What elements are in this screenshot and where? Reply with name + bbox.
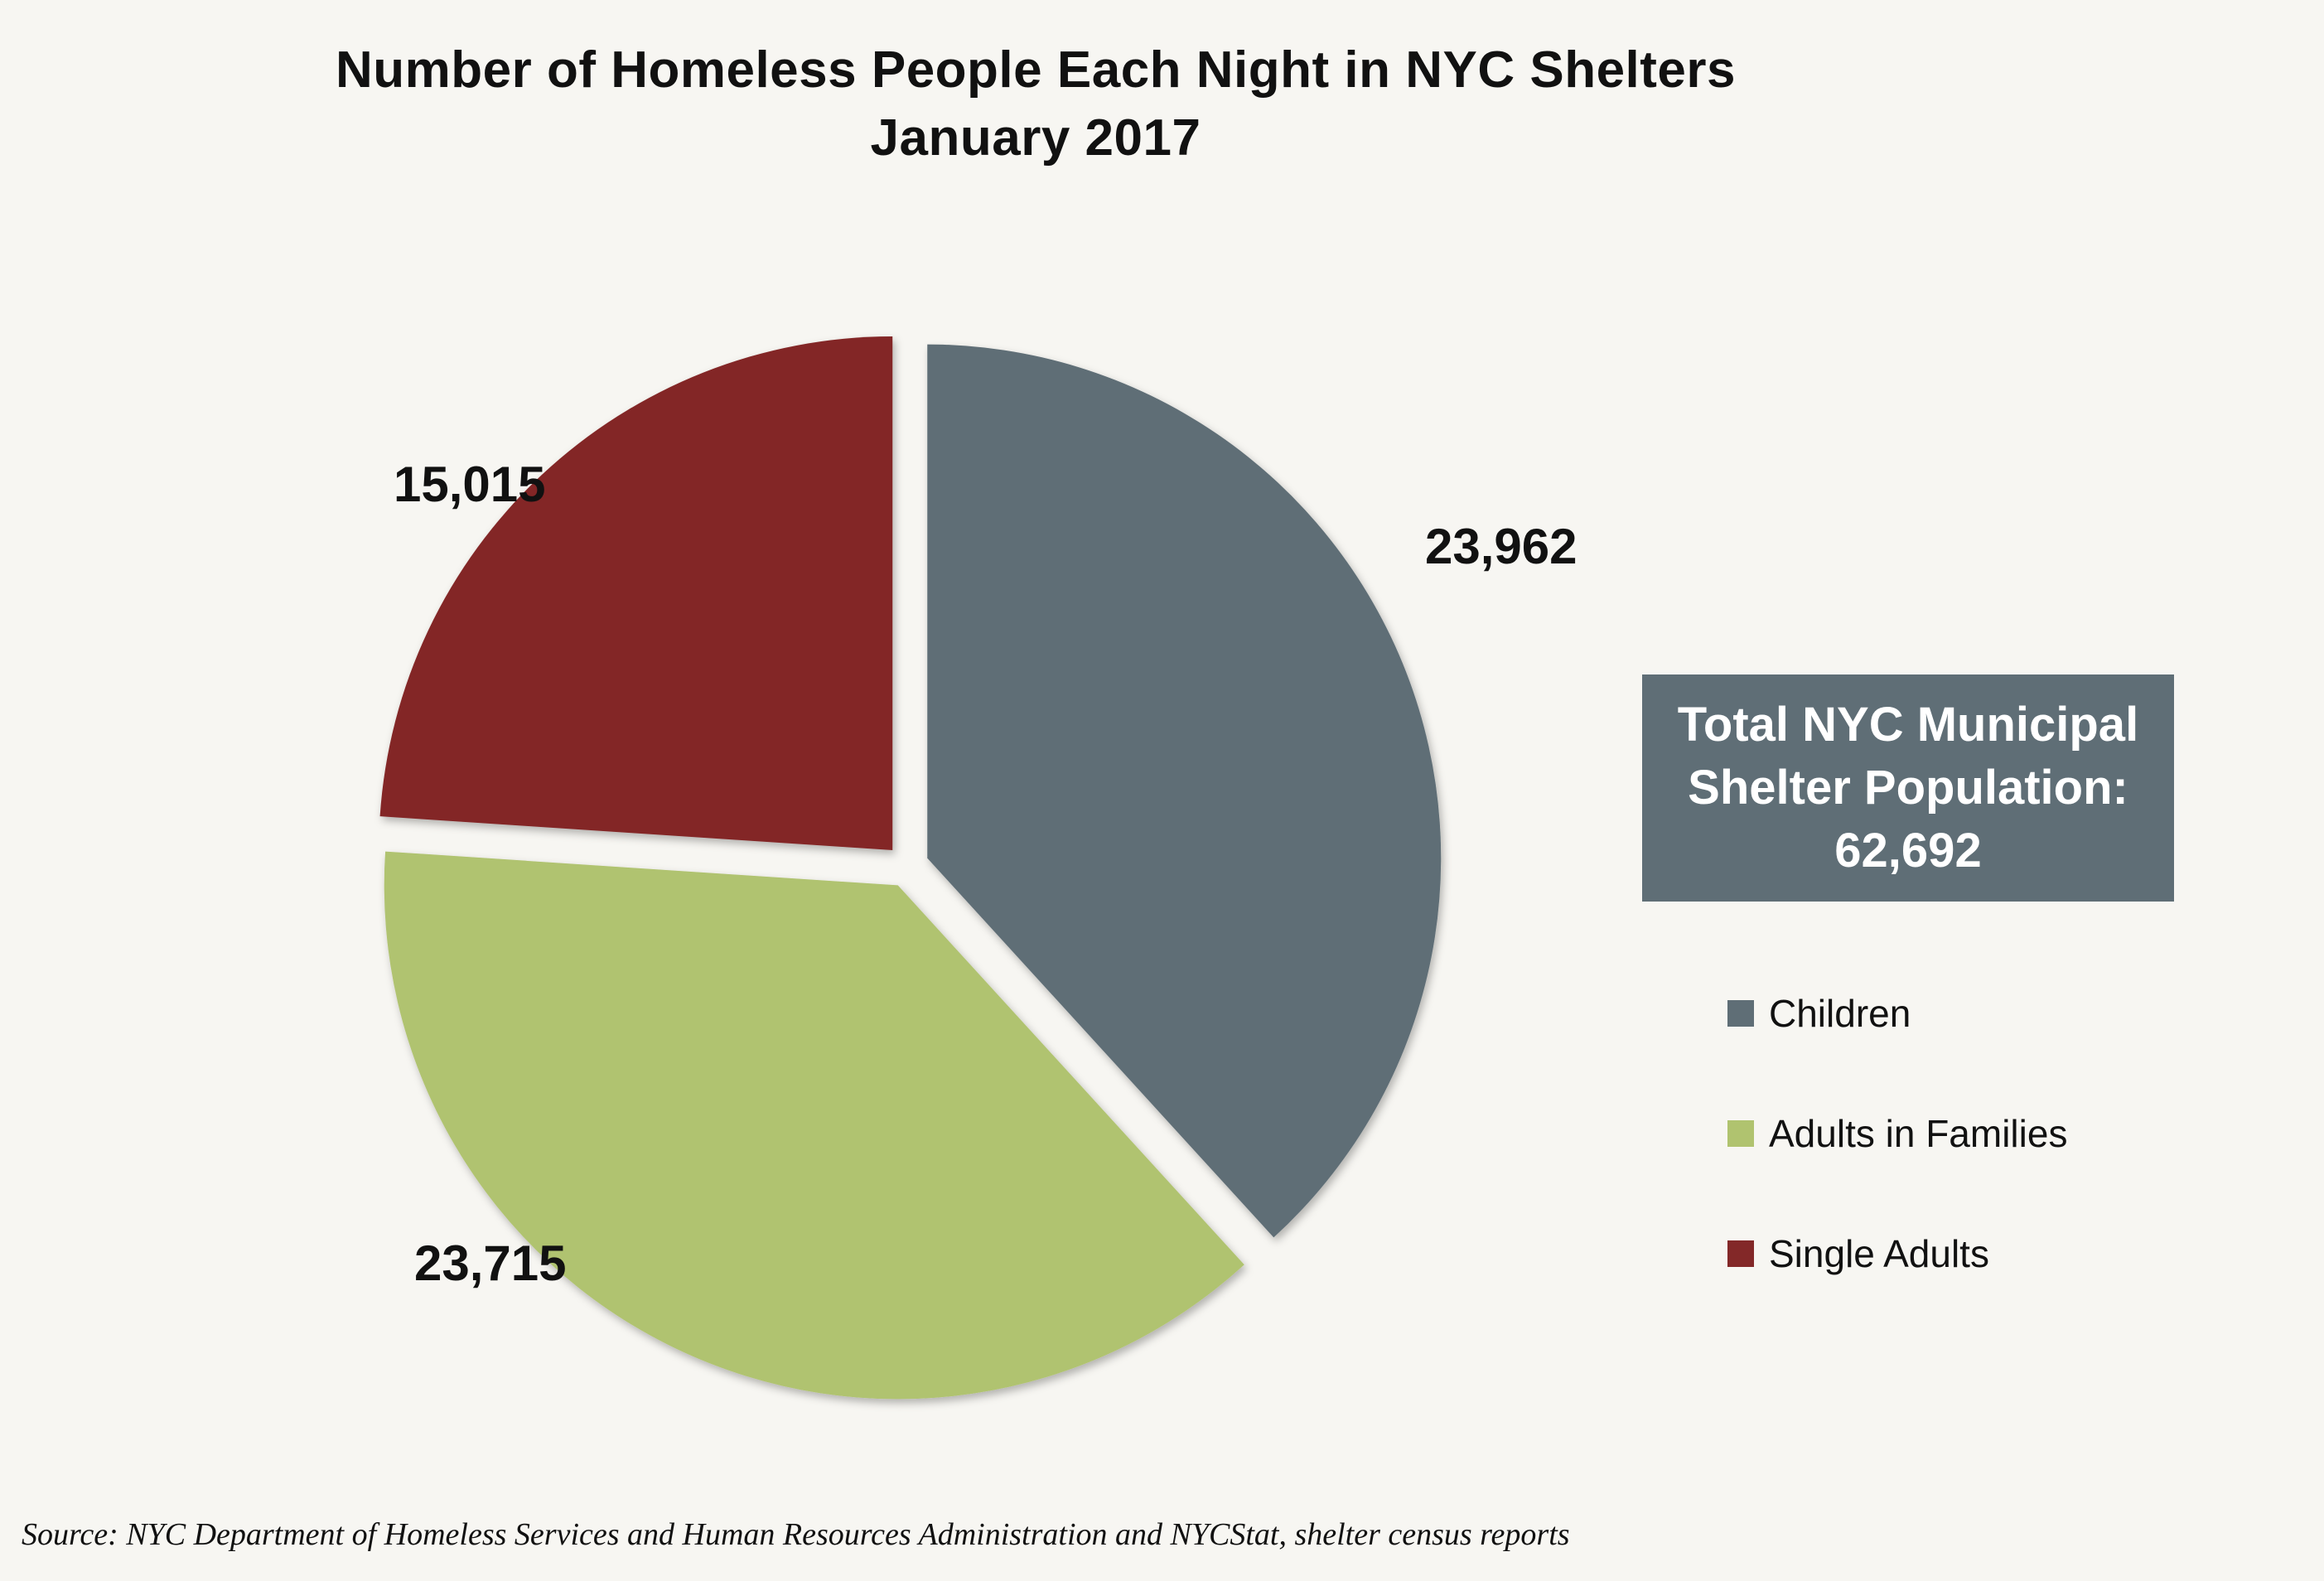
chart-title-block: Number of Homeless People Each Night in …	[0, 36, 2071, 172]
total-box-line-2: Shelter Population:	[1688, 761, 2128, 815]
legend-item-adults-in-families: Adults in Families	[1727, 1110, 2067, 1157]
legend-swatch-children	[1727, 1000, 1754, 1027]
total-box-line-1: Total NYC Municipal	[1677, 698, 2139, 752]
legend-label-single-adults: Single Adults	[1769, 1232, 1989, 1275]
legend-item-children: Children	[1727, 990, 2067, 1037]
legend-label-adults-in-families: Adults in Families	[1769, 1112, 2068, 1155]
pie-value-label-single-adults: 15,015	[394, 457, 546, 512]
legend-swatch-adults-in-families	[1727, 1120, 1754, 1147]
pie-slices	[379, 336, 1442, 1400]
chart-title: Number of Homeless People Each Night in …	[335, 41, 1737, 99]
pie-slice-children	[927, 344, 1442, 1238]
legend: Children Adults in Families Single Adult…	[1727, 990, 2067, 1351]
legend-label-children: Children	[1769, 992, 1911, 1035]
total-population-box: Total NYC Municipal Shelter Population: …	[1642, 674, 2174, 902]
pie-value-label-adults-in-families: 23,715	[414, 1235, 567, 1291]
pie-value-label-children: 23,962	[1425, 519, 1578, 574]
legend-item-single-adults: Single Adults	[1727, 1230, 2067, 1277]
pie-value-labels: 23,962 23,715 15,015	[394, 457, 1578, 1291]
pie-slice-adults-in-families	[384, 851, 1244, 1400]
chart-subtitle: January 2017	[870, 109, 1201, 167]
total-box-value: 62,692	[1834, 824, 1982, 878]
legend-swatch-single-adults	[1727, 1240, 1754, 1267]
pie-slice-single-adults	[379, 336, 893, 851]
source-note: Source: NYC Department of Homeless Servi…	[22, 1517, 1570, 1552]
